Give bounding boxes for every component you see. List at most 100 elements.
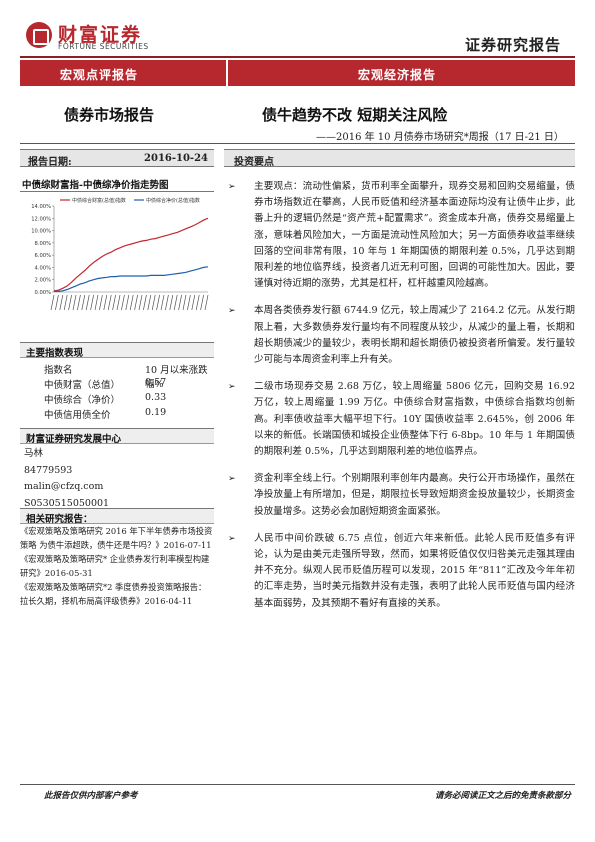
x-tick-mark [143, 294, 147, 311]
index-name: 中债信用债全价 [44, 410, 111, 421]
x-tick-mark [191, 294, 196, 311]
footer-disclaimer: 此报告仅供内部客户参考 [44, 791, 138, 801]
x-tick-mark [125, 294, 130, 311]
analyst-info: 马林 84779593 malin@cfzq.com S053051505000… [24, 446, 109, 512]
series-line [53, 217, 209, 292]
x-tick-mark [138, 294, 143, 311]
x-tick-mark [173, 294, 178, 311]
header-divider [20, 56, 575, 58]
x-tick-mark [107, 294, 112, 311]
list-item: ➢ 人民币中间价跌破 6.75 点位，创近六年来新低。此轮人民币贬值多有评论，认为… [226, 531, 575, 612]
logo-text: 财富证券 [58, 24, 143, 46]
x-tick-mark [116, 294, 121, 311]
analyst-email[interactable]: malin@cfzq.com [24, 481, 104, 492]
index-value: 0.33 [145, 392, 167, 403]
table-row: 中债信用债全价 0.19 [20, 406, 214, 421]
research-center-title: 财富证券研究发展中心 [20, 428, 214, 445]
index-name: 中债财富（总值） [44, 380, 121, 391]
x-tick-mark [134, 294, 138, 311]
x-tick-mark [195, 294, 200, 311]
related-report-item[interactable]: 《宏观策略及策略研究*2 季度债券投资策略报告：拉长久期，择机布局高评级债券》2… [20, 582, 207, 606]
header-title: 证券研究报告 [464, 36, 561, 54]
point-text: 本周各类债券发行额 6744.9 亿元，较上周减少了 2164.2 亿元。从发行… [254, 305, 575, 366]
legend-label: 中债综合财富(总值)指数 [72, 197, 126, 204]
x-tick-mark [169, 294, 174, 311]
arrow-bullet-icon: ➢ [228, 306, 236, 317]
x-tick-mark [160, 294, 165, 311]
arrow-bullet-icon: ➢ [228, 182, 236, 192]
x-tick-mark [99, 294, 103, 311]
analyst-phone: 84779593 [24, 464, 73, 476]
series-line [54, 266, 209, 292]
analyst-cert: S0530515050001 [24, 497, 110, 509]
y-tick-label: 12.00% [31, 216, 51, 222]
x-tick-mark [121, 294, 125, 311]
x-tick-mark [50, 294, 55, 311]
investment-points: ➢ 主要观点：流动性偏紧，货币利率全面攀升，现券交易和回购交易缩量，债券市场指数近… [226, 179, 575, 623]
index-value: 0.19 [145, 407, 167, 418]
y-tick-label: 6.00% [35, 253, 52, 259]
index-chart: 0.00% 2.00% 4.00% 6.00% 8.00% 10.00% 12.00% 14.… [20, 191, 214, 331]
x-tick-mark [182, 294, 187, 311]
x-tick-mark [55, 294, 59, 311]
point-text: 二级市场现券交易 2.68 万亿，较上周缩量 5806 亿元，回购交易 16.9… [254, 381, 575, 458]
y-tick-label: 4.00% [35, 265, 52, 271]
x-tick-mark [187, 294, 191, 311]
indices-table: 指数名 10 月以来涨跌幅% 中债财富（总值） 0.57 中债综合（净价） 0.… [20, 361, 214, 421]
y-tick-label: 2.00% [35, 278, 52, 284]
y-tick-label: 14.00% [31, 204, 51, 210]
report-type: 债券市场报告 [64, 106, 155, 124]
x-tick-mark [147, 294, 152, 311]
list-item: ➢ 主要观点：流动性偏紧，货币利率全面攀升，现券交易和回购交易缩量，债券市场指数近… [226, 179, 575, 292]
index-value: 0.57 [145, 377, 167, 388]
category-band: 宏观点评报告 宏观经济报告 [20, 60, 575, 86]
investment-points-title: 投资要点 [224, 149, 575, 168]
point-text: 人民币中间价跌破 6.75 点位，创近六年来新低。此轮人民币贬值多有评论，认为是… [254, 532, 575, 609]
x-tick-mark [112, 294, 116, 311]
report-date-bar: 报告日期: 2016-10-24 [20, 149, 214, 168]
arrow-bullet-icon: ➢ [228, 382, 236, 393]
index-name: 中债综合（净价） [44, 395, 121, 406]
list-item: ➢ 二级市场现券交易 2.68 万亿，较上周缩量 5806 亿元，回购交易 16.… [226, 379, 575, 460]
x-tick-mark [59, 294, 64, 311]
related-report-item[interactable]: 《宏观策略及策略研究 2016 年下半年债券市场投资策略 为债牛添超跌，债牛还是… [20, 526, 213, 550]
x-tick-mark [129, 294, 134, 311]
x-tick-mark [77, 294, 81, 311]
table-header-row: 指数名 10 月以来涨跌幅% [20, 361, 214, 390]
logo-english-text: FORTUNE SECURITIES [58, 42, 149, 51]
x-tick-mark [63, 294, 68, 311]
x-tick-mark [103, 294, 108, 311]
column-header-name: 指数名 [44, 365, 73, 376]
x-tick-mark [94, 294, 99, 311]
list-item: ➢ 资金利率全线上行。个别期限利率创年内最高。央行公开市场操作，虽然在净投放量上有… [226, 471, 575, 520]
column-header-change: 10 月以来涨跌幅% [145, 365, 208, 390]
page-subtitle: ——2016 年 10 月债券市场研究*周报（17 日-21 日） [316, 132, 564, 143]
x-tick-mark [204, 294, 209, 311]
point-text: 资金利率全线上行。个别期限利率创年内最高。央行公开市场操作，虽然在净投放量上有所… [254, 473, 575, 517]
chart-title: 中债综财富指-中债综净价指走势图 [22, 180, 169, 191]
x-tick-mark [200, 294, 204, 311]
arrow-bullet-icon: ➢ [228, 474, 236, 485]
x-tick-mark [90, 294, 94, 311]
table-row: 中债财富（总值） 0.57 [20, 376, 214, 391]
footer-notice: 请务必阅读正文之后的免责条款部分 [434, 791, 571, 801]
table-row: 中债综合（净价） 0.33 [20, 391, 214, 406]
x-tick-mark [178, 294, 182, 311]
footer-divider [20, 784, 575, 785]
title-divider [20, 143, 575, 144]
list-item: ➢ 本周各类债券发行额 6744.9 亿元，较上周减少了 2164.2 亿元。从发… [226, 303, 575, 368]
indices-section-title: 主要指数表现 [20, 342, 214, 359]
x-tick-mark [68, 294, 72, 311]
y-tick-label: 0.00% [35, 290, 52, 296]
x-tick-mark [151, 294, 156, 311]
x-tick-mark [81, 294, 86, 311]
related-reports-title: 相关研究报告： [20, 508, 214, 525]
logo-icon [26, 22, 52, 48]
analyst-name: 马林 [24, 448, 44, 459]
band-left-label: 宏观点评报告 [60, 68, 139, 82]
page-title: 债牛趋势不改 短期关注风险 [262, 106, 448, 124]
arrow-bullet-icon: ➢ [228, 533, 236, 544]
x-tick-mark [165, 294, 169, 311]
legend-label: 中债综合净价(总值)指数 [146, 197, 200, 204]
related-report-item[interactable]: 《宏观策略及策略研究* 企业债券发行利率模型构建研究》2016-05-31 [20, 554, 210, 578]
